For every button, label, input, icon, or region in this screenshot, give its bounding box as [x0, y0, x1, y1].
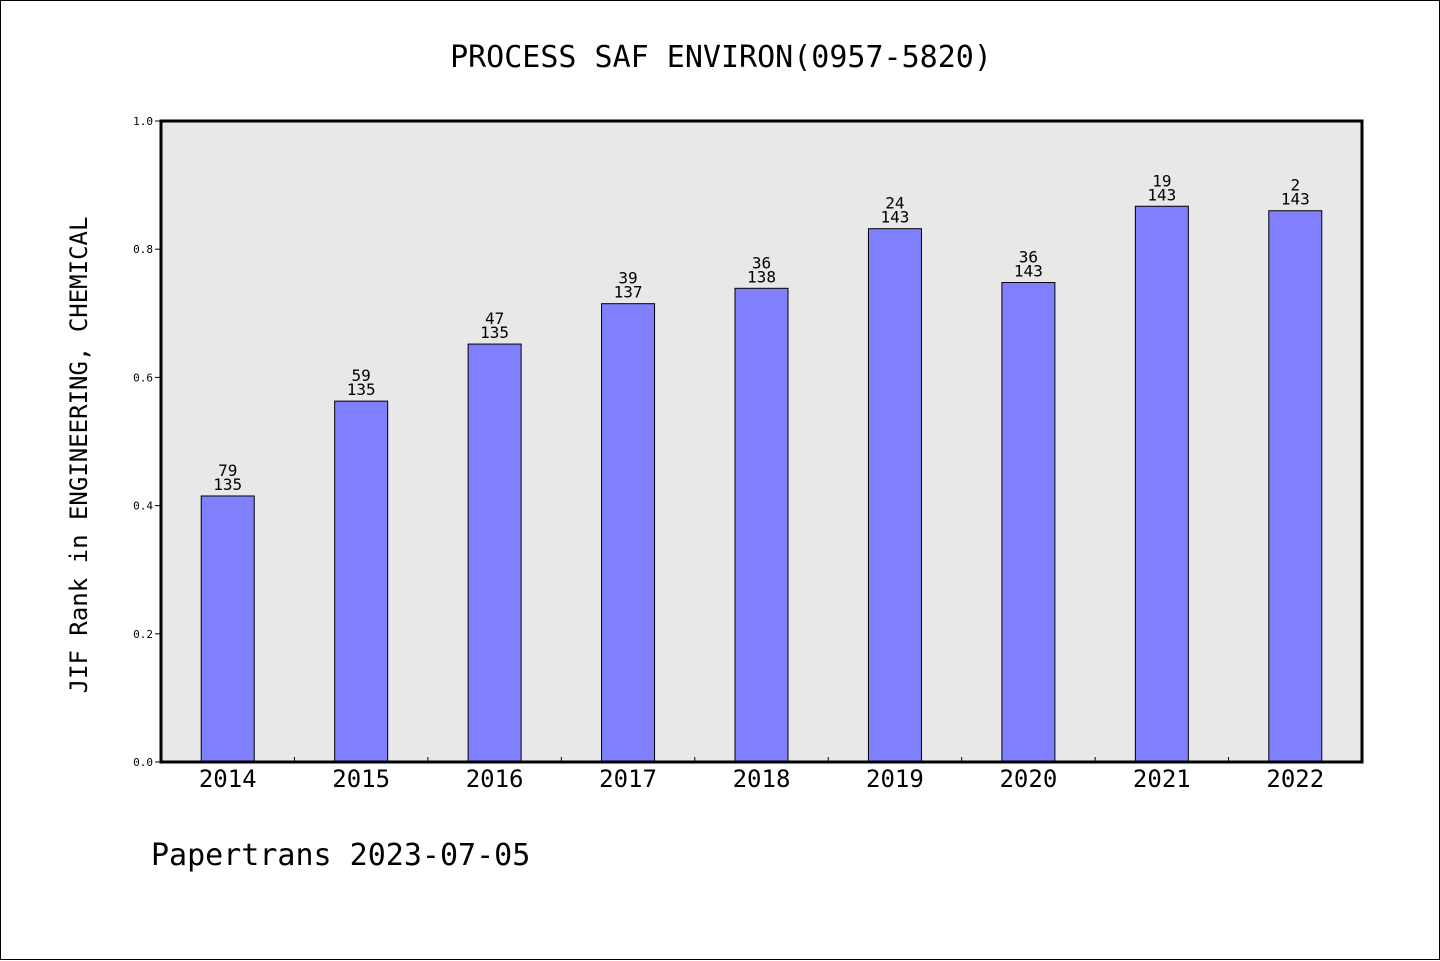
bar-2015: [334, 400, 389, 763]
y-axis-label: JIF Rank in ENGINEERING, CHEMICAL: [65, 217, 93, 694]
bar-total-label: 143: [1281, 190, 1310, 209]
footer-credit: Papertrans 2023-07-05: [151, 838, 530, 873]
y-tick-label: 0.0: [133, 756, 153, 769]
chart-title: PROCESS SAF ENVIRON(0957-5820): [450, 40, 992, 75]
bar-2021: [1134, 205, 1189, 763]
bar-total-label: 143: [1147, 185, 1176, 204]
x-tick-label: 2018: [733, 765, 791, 793]
bar-total-label: 143: [880, 208, 909, 227]
bar-2018: [734, 287, 789, 763]
x-tick-label: 2019: [866, 765, 924, 793]
y-axis-ticks: 0.0 0.2 0.4 0.6 0.8 1.0: [133, 115, 161, 769]
bar-2016: [467, 343, 522, 763]
x-tick-label: 2015: [332, 765, 390, 793]
bar-rank-label: 47: [485, 309, 504, 328]
x-tick-label: 2016: [466, 765, 524, 793]
bar-2017: [601, 303, 656, 763]
bar-rank-label: 36: [1019, 248, 1038, 267]
bar-rank-label: 36: [752, 253, 771, 272]
bar-rank-label: 59: [352, 366, 371, 385]
bar-2014: [200, 495, 255, 763]
bar-2019: [867, 228, 922, 763]
bar-total-label: 143: [1014, 262, 1043, 281]
x-tick-label: 2022: [1266, 765, 1324, 793]
bar-rank-label: 39: [618, 269, 637, 288]
y-tick-label: 0.2: [133, 628, 153, 641]
bar-series: [200, 205, 1323, 763]
x-tick-label: 2014: [199, 765, 257, 793]
bar-total-label: 135: [347, 380, 376, 399]
bar-rank-label: 19: [1152, 171, 1171, 190]
bar-labels: 7913559135471353913736138241433614319143…: [213, 171, 1309, 494]
bar-total-label: 135: [480, 323, 509, 342]
x-tick-label: 2017: [599, 765, 657, 793]
bar-2022: [1268, 210, 1323, 763]
y-tick-label: 1.0: [133, 115, 153, 128]
y-tick-label: 0.8: [133, 243, 153, 256]
x-axis-ticks: 2014 2015 2016 2017 2018 2019 2020 2021 2022: [199, 757, 1324, 793]
plot-border: [159, 119, 1364, 764]
x-tick-label: 2020: [999, 765, 1057, 793]
x-tick-label: 2021: [1133, 765, 1191, 793]
bar-total-label: 137: [614, 283, 643, 302]
bar-rank-label: 24: [885, 194, 904, 213]
bar-2020: [1001, 282, 1056, 763]
bar-total-label: 135: [213, 475, 242, 494]
y-tick-label: 0.6: [133, 371, 153, 384]
y-tick-label: 0.4: [133, 500, 153, 513]
bar-total-label: 138: [747, 267, 776, 286]
bar-rank-label: 2: [1290, 176, 1300, 195]
bar-rank-label: 79: [218, 461, 237, 480]
